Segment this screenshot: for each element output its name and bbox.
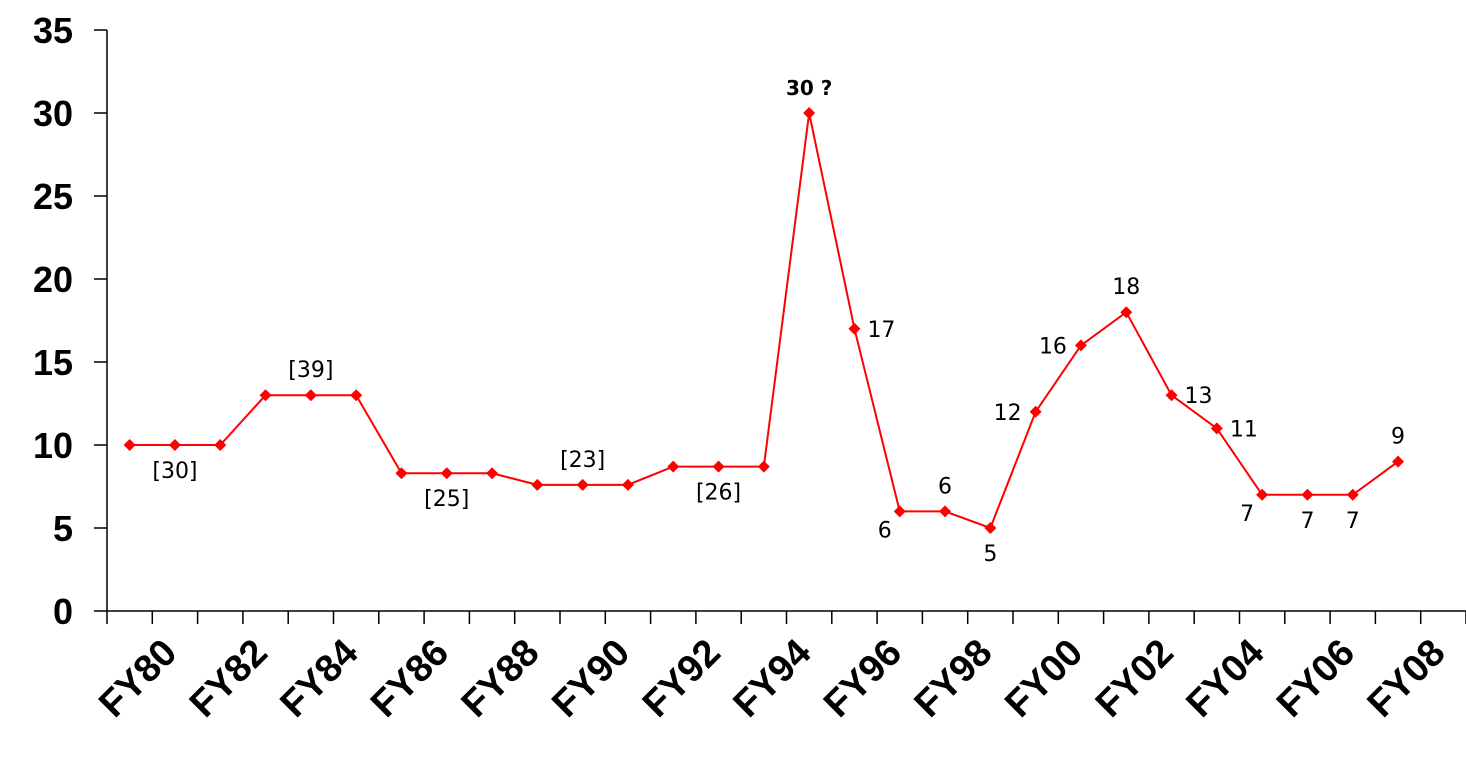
x-tick-label: FY02 [1088, 632, 1182, 726]
y-tick-label: 10 [33, 425, 73, 466]
data-label: 30 ? [786, 76, 832, 100]
data-point-marker [531, 478, 544, 491]
data-point-marker [1120, 306, 1133, 319]
data-point-marker [259, 389, 272, 402]
data-label: [25] [424, 487, 469, 512]
y-tick-label: 5 [53, 508, 73, 549]
data-label: [39] [288, 358, 333, 383]
data-label: 6 [938, 474, 952, 499]
data-label: 9 [1391, 425, 1405, 450]
data-point-marker [1029, 405, 1042, 418]
x-tick-label: FY80 [91, 632, 185, 726]
x-tick-label: FY90 [544, 632, 638, 726]
data-point-marker [939, 505, 952, 518]
data-point-marker [1210, 422, 1223, 435]
y-tick-label: 15 [33, 342, 73, 383]
y-axis-ticks: 0 5 10 15 20 25 30 35 [33, 10, 107, 632]
data-label: 7 [1346, 509, 1360, 534]
x-tick-label: FY98 [907, 632, 1001, 726]
data-label: [26] [696, 481, 741, 506]
y-tick-label: 35 [33, 10, 73, 51]
data-point-marker [667, 460, 680, 473]
data-point-marker [486, 467, 499, 480]
data-point-marker [395, 467, 408, 480]
data-point-marker [440, 467, 453, 480]
axes [106, 30, 1466, 612]
y-tick-label: 30 [33, 93, 73, 134]
data-point-marker [576, 478, 589, 491]
data-point-marker [848, 322, 861, 335]
data-label: 11 [1230, 417, 1258, 442]
data-label: [30] [152, 459, 197, 484]
data-point-marker [1165, 389, 1178, 402]
x-axis-ticks: FY80FY82FY84FY86FY88FY90FY92FY94FY96FY98… [91, 611, 1466, 726]
data-label: 6 [878, 518, 892, 543]
x-tick-label: FY08 [1360, 632, 1454, 726]
data-point-marker [984, 522, 997, 534]
data-label: 7 [1300, 509, 1314, 534]
data-label: 5 [983, 542, 997, 567]
y-tick-label: 20 [33, 259, 73, 300]
y-tick-label: 25 [33, 176, 73, 217]
data-point-marker [123, 439, 136, 451]
data-point-marker [1074, 339, 1087, 352]
data-label: 13 [1185, 384, 1213, 409]
x-tick-label: FY92 [635, 632, 729, 726]
data-point-marker [757, 460, 770, 473]
data-point-marker [350, 389, 363, 402]
data-point-marker [621, 478, 634, 491]
data-point-marker [168, 439, 181, 451]
data-point-marker [893, 505, 906, 518]
y-tick-label: 0 [53, 591, 73, 632]
data-point-marker [712, 460, 725, 473]
data-point-marker [214, 439, 227, 451]
data-label: 12 [994, 401, 1022, 426]
x-tick-label: FY88 [454, 632, 548, 726]
x-tick-label: FY06 [1269, 632, 1363, 726]
x-tick-label: FY84 [272, 632, 366, 726]
data-label: 16 [1039, 334, 1067, 359]
series-group [123, 107, 1405, 534]
data-point-marker [1346, 488, 1359, 501]
data-label: 17 [867, 318, 895, 343]
data-label: 18 [1112, 275, 1140, 300]
x-tick-label: FY00 [997, 632, 1091, 726]
data-point-marker [1392, 455, 1405, 468]
data-labels: [30] [39] [25] [23] [26] 30 ? 17 6 6 5 12 16 18 13 11 7… [152, 76, 1405, 567]
x-tick-label: FY86 [363, 632, 457, 726]
data-point-marker [1256, 488, 1269, 501]
x-tick-label: FY94 [725, 632, 819, 726]
data-label: [23] [560, 448, 605, 473]
x-tick-label: FY96 [816, 632, 910, 726]
data-point-marker [803, 107, 816, 119]
data-point-marker [304, 389, 317, 402]
x-tick-label: FY82 [182, 632, 276, 726]
x-tick-label: FY04 [1178, 632, 1272, 726]
data-label: 7 [1240, 502, 1254, 527]
data-point-marker [1301, 488, 1314, 501]
